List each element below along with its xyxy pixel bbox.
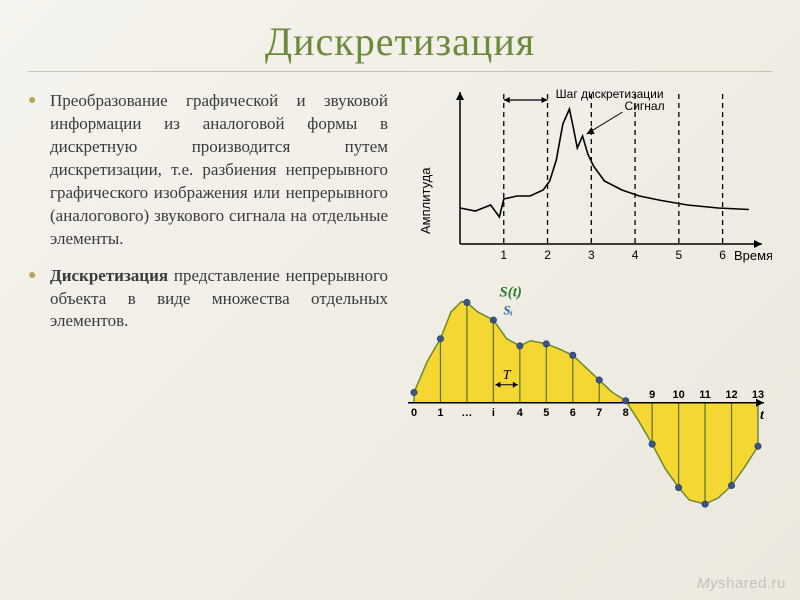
svg-text:0: 0 — [411, 407, 417, 419]
svg-text:Sᵢ: Sᵢ — [503, 303, 512, 318]
svg-text:i: i — [492, 407, 495, 419]
content-row: Преобразование графической и звуковой ин… — [28, 90, 772, 347]
svg-text:4: 4 — [632, 248, 639, 262]
svg-text:8: 8 — [623, 407, 629, 419]
svg-text:6: 6 — [719, 248, 726, 262]
svg-text:1: 1 — [437, 407, 443, 419]
svg-text:3: 3 — [588, 248, 595, 262]
svg-text:1: 1 — [500, 248, 507, 262]
watermark-suffix: shared.ru — [718, 575, 786, 592]
slide: Дискретизация Преобразование графической… — [0, 0, 800, 600]
svg-text:Время: Время — [734, 248, 772, 263]
svg-text:9: 9 — [649, 389, 655, 401]
sampling-step-chart: 123456ВремяАмплитудаШаг дискретизацииСиг… — [412, 82, 772, 272]
svg-text:…: … — [461, 407, 472, 419]
svg-text:4: 4 — [517, 407, 524, 419]
svg-text:13: 13 — [752, 389, 764, 401]
svg-text:11: 11 — [699, 389, 711, 401]
svg-text:T: T — [503, 368, 512, 383]
svg-text:5: 5 — [675, 248, 682, 262]
svg-text:10: 10 — [672, 389, 684, 401]
bullet-1: Преобразование графической и звуковой ин… — [28, 90, 388, 251]
watermark: Myshared.ru — [697, 575, 786, 592]
svg-text:2: 2 — [544, 248, 551, 262]
text-column: Преобразование графической и звуковой ин… — [28, 90, 388, 347]
slide-title: Дискретизация — [28, 18, 772, 72]
sampled-wave-chart: 0 1 … i 4 5 6 7 8 9 10 11 12 13 t S(t) Sᵢ T — [396, 280, 776, 535]
svg-text:5: 5 — [543, 407, 549, 419]
svg-text:Сигнал: Сигнал — [625, 99, 665, 113]
bullet-2-bold: Дискретизация — [50, 266, 168, 285]
bullet-2: Дискретизация представление непрерывного… — [28, 265, 388, 334]
bullet-1-text: Преобразование графической и звуковой ин… — [50, 91, 388, 248]
svg-text:12: 12 — [725, 389, 737, 401]
svg-text:Амплитуда: Амплитуда — [418, 167, 433, 234]
svg-text:t: t — [760, 408, 765, 423]
watermark-prefix: My — [697, 575, 718, 592]
svg-text:7: 7 — [596, 407, 602, 419]
chart-column: 123456ВремяАмплитудаШаг дискретизацииСиг… — [400, 90, 772, 347]
svg-text:6: 6 — [570, 407, 576, 419]
svg-text:S(t): S(t) — [499, 285, 522, 301]
